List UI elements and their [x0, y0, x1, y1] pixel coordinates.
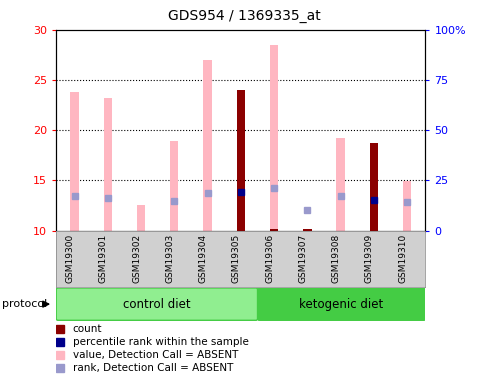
Text: rank, Detection Call = ABSENT: rank, Detection Call = ABSENT [73, 363, 233, 374]
Text: protocol: protocol [2, 299, 48, 309]
Text: GSM19302: GSM19302 [132, 233, 141, 283]
Bar [103, 98, 112, 231]
Text: GDS954 / 1369335_at: GDS954 / 1369335_at [168, 9, 320, 23]
Bar [137, 204, 145, 231]
Text: GSM19309: GSM19309 [364, 233, 373, 283]
Bar [369, 143, 377, 231]
Text: GSM19300: GSM19300 [65, 233, 74, 283]
Text: GSM19310: GSM19310 [397, 233, 407, 283]
Bar [70, 92, 79, 231]
Bar [402, 182, 410, 231]
Text: GSM19301: GSM19301 [99, 233, 107, 283]
Text: GSM19306: GSM19306 [264, 233, 274, 283]
Text: GSM19303: GSM19303 [165, 233, 174, 283]
Text: GSM19304: GSM19304 [198, 233, 207, 283]
Text: count: count [73, 324, 102, 334]
Text: GSM19307: GSM19307 [298, 233, 307, 283]
Text: control diet: control diet [123, 298, 190, 310]
Text: GSM19308: GSM19308 [331, 233, 340, 283]
FancyBboxPatch shape [257, 288, 425, 320]
Bar [269, 230, 278, 231]
FancyBboxPatch shape [56, 288, 257, 320]
Bar [303, 230, 311, 231]
Bar [203, 60, 211, 231]
Text: ketogenic diet: ketogenic diet [299, 298, 383, 310]
Text: percentile rank within the sample: percentile rank within the sample [73, 337, 248, 347]
Bar [336, 138, 344, 231]
Text: GSM19305: GSM19305 [231, 233, 240, 283]
Bar [170, 141, 178, 231]
Bar [236, 90, 244, 231]
Text: value, Detection Call = ABSENT: value, Detection Call = ABSENT [73, 350, 238, 360]
Bar [269, 45, 278, 231]
